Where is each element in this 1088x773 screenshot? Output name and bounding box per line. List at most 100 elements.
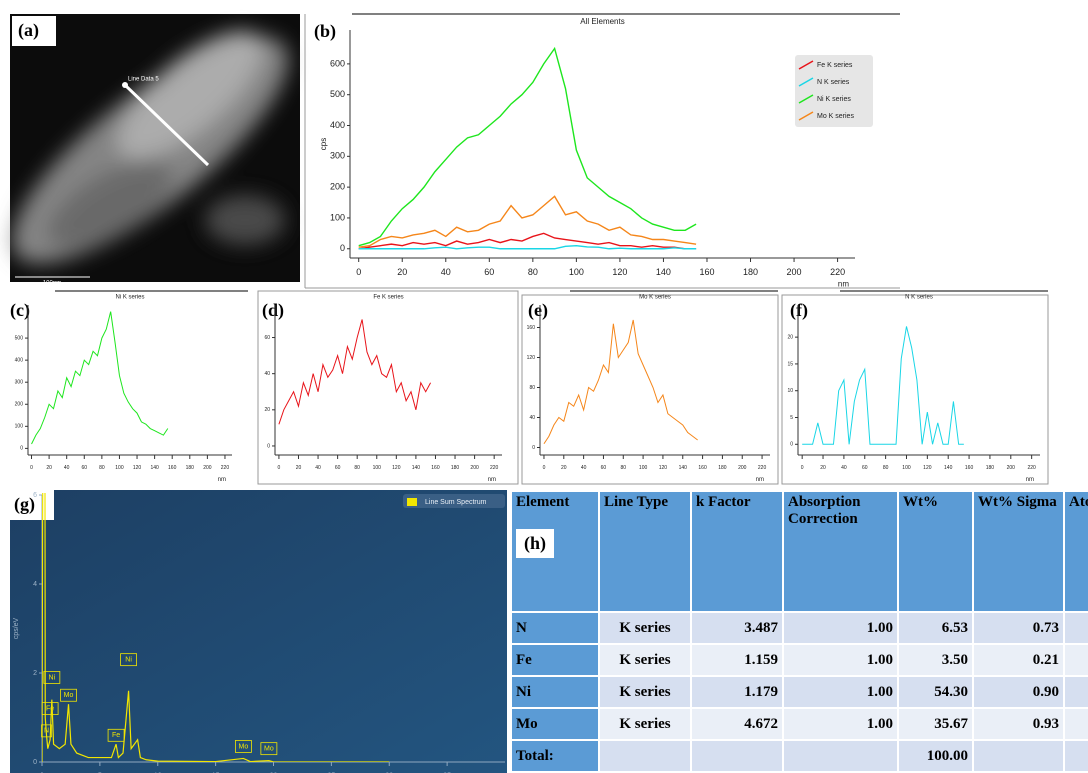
table-row: Total: 100.00 100.00 (510, 739, 1088, 773)
micrograph: Line Data 5 100nm (a) (10, 14, 300, 287)
x-tick-label: 100 (639, 465, 648, 471)
x-tick-label: 0 (801, 465, 804, 471)
legend-label: N K series (817, 79, 850, 86)
header-text: Absorption Correction (788, 494, 861, 527)
chart: 0 40 80 120 160 0 20 40 60 80 100 120 140 160 180 200 22… (527, 295, 770, 483)
y-tick-label: 100 (330, 212, 345, 222)
panel-label: (g) (14, 494, 35, 515)
y-tick-label: 400 (15, 357, 24, 363)
x-axis-label: nm (218, 477, 226, 483)
series-line (358, 195, 697, 248)
y-tick-label: 0 (340, 243, 345, 253)
legend-marker (798, 77, 814, 87)
header-text: Wt% Sigma (978, 494, 1057, 510)
series-line (802, 326, 964, 445)
x-tick-label: 140 (679, 465, 688, 471)
x-tick-label: 100 (115, 465, 124, 471)
table-cell: 6.53 (897, 611, 974, 645)
table-cell: 20.36 (1063, 707, 1088, 741)
table-cell: 1.179 (690, 675, 784, 709)
table-cell: 3.487 (690, 611, 784, 645)
x-tick-label: 160 (168, 465, 177, 471)
y-tick-label: 300 (15, 380, 24, 386)
header-cell: Absorption Correction (782, 490, 899, 613)
peak-label-box (120, 653, 137, 667)
chart-title: Fe K series (373, 295, 403, 301)
y-tick-label: 400 (330, 120, 345, 130)
table-cell: K series (598, 675, 692, 709)
y-tick-label: 500 (15, 335, 24, 341)
x-tick-label: 200 (470, 465, 479, 471)
x-tick-label: 200 (1007, 465, 1016, 471)
x-tick-label: 80 (354, 465, 360, 471)
x-axis-label: nm (756, 477, 764, 483)
y-tick-label: 6 (33, 492, 37, 499)
x-tick-label: 0 (30, 465, 33, 471)
y-tick-label: 160 (527, 325, 536, 331)
y-tick-label: 20 (264, 407, 270, 413)
results-table: Element (h) Line Type k Factor Absorption Co… (510, 490, 1088, 773)
y-tick-label: 120 (527, 355, 536, 361)
table-cell: 54.30 (897, 675, 974, 709)
chart: 024605101520253035keVcps/eVNFeNiMoFeNiMo… (13, 492, 505, 773)
y-tick-label: 2 (33, 670, 37, 677)
x-tick-label: 120 (659, 465, 668, 471)
table-cell: 4.672 (690, 707, 784, 741)
peak-label: Mo (239, 743, 249, 750)
table-cell: Mo (510, 707, 600, 741)
x-tick-label: 120 (392, 465, 401, 471)
table-cell: K series (598, 707, 692, 741)
panel-frames (55, 13, 1049, 485)
chart-title: N K series (905, 295, 933, 301)
x-tick-label: 200 (787, 267, 802, 277)
y-tick-label: 80 (529, 385, 535, 391)
table-cell: 50.66 (1063, 675, 1088, 709)
panel-label: (f) (790, 300, 808, 321)
y-axis-label: cps/eV (13, 617, 20, 639)
table-cell: 1.00 (782, 611, 899, 645)
table-cell: 3.43 (1063, 643, 1088, 677)
header-cell: Line Type (598, 490, 692, 613)
table-cell: 0.73 (972, 611, 1065, 645)
chart: 0 100 200 300 400 500 600 0 20 40 60 80 100 120 140 160… (319, 17, 873, 289)
x-tick-label: 60 (484, 267, 494, 277)
series-line (543, 319, 698, 445)
chart-title: Ni K series (115, 295, 144, 301)
y-tick-label: 40 (529, 415, 535, 421)
y-axis-label: cps (319, 138, 328, 150)
x-tick-label: 40 (315, 465, 321, 471)
table-cell (690, 739, 784, 773)
x-tick-label: 180 (743, 267, 758, 277)
y-tick-label: 200 (330, 182, 345, 192)
header-text: Line Type (604, 494, 669, 510)
y-tick-label: 60 (264, 335, 270, 341)
x-tick-label: 140 (944, 465, 953, 471)
legend-box (795, 55, 873, 127)
peak-label-box (43, 671, 61, 684)
x-tick-label: 220 (1027, 465, 1036, 471)
x-tick-label: 100 (373, 465, 382, 471)
x-tick-label: 80 (99, 465, 105, 471)
y-tick-label: 600 (330, 58, 345, 68)
peak-label: Mo (264, 745, 274, 752)
x-tick-label: 100 (902, 465, 911, 471)
x-tick-label: 200 (738, 465, 747, 471)
legend-marker (798, 94, 814, 104)
legend-label: Ni K series (817, 96, 851, 103)
x-tick-label: 140 (150, 465, 159, 471)
y-tick-label: 0 (532, 445, 535, 451)
legend-box (403, 494, 505, 508)
x-tick-label: 120 (133, 465, 142, 471)
chart: 0 100 200 300 400 500 0 20 40 60 80 100 120 140 160 180… (15, 295, 232, 483)
peak-label-box (60, 688, 77, 702)
peak-label-box (41, 702, 59, 715)
series-line (358, 244, 697, 250)
x-tick-label: 40 (581, 465, 587, 471)
series-line (278, 319, 432, 425)
x-tick-label: 0 (356, 267, 361, 277)
x-tick-label: 60 (335, 465, 341, 471)
table-cell: Fe (510, 643, 600, 677)
